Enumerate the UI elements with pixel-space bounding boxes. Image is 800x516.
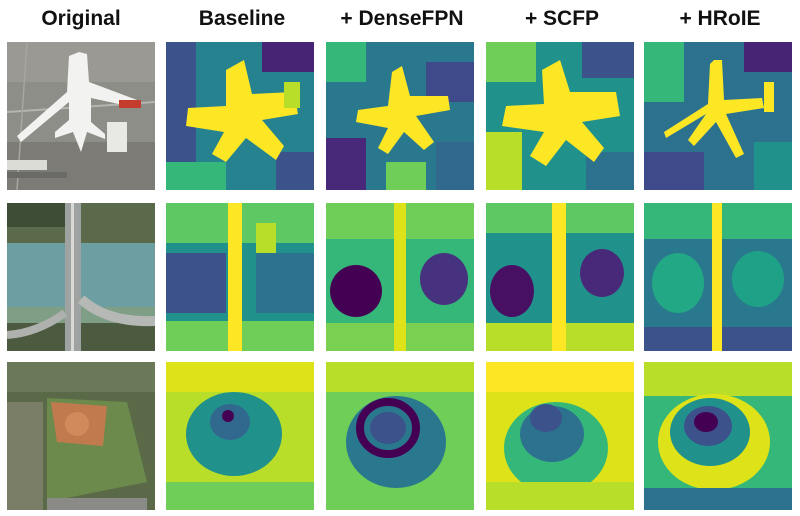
heatmap-densefpn-airplane	[326, 42, 474, 190]
heatmap-scfp-ground-track-field	[486, 362, 634, 510]
heatmap-hroie-airplane	[644, 42, 792, 190]
heatmap-scfp-bridge	[486, 203, 634, 351]
original-image-bridge	[7, 203, 155, 351]
heatmap-baseline-airplane	[166, 42, 314, 190]
original-image-airplane	[7, 42, 155, 190]
column-header-original: Original	[41, 7, 121, 30]
heatmap-baseline-bridge	[166, 203, 314, 351]
column-header-densefpn: + DenseFPN	[340, 7, 464, 30]
heatmap-densefpn-bridge	[326, 203, 474, 351]
heatmap-hroie-ground-track-field	[644, 362, 792, 510]
column-header-hroie: + HRoIE	[679, 7, 761, 30]
column-header-scfp: + SCFP	[524, 7, 600, 30]
heatmap-hroie-bridge	[644, 203, 792, 351]
heatmap-scfp-airplane	[486, 42, 634, 190]
column-header-baseline: Baseline	[198, 7, 286, 30]
heatmap-baseline-ground-track-field	[166, 362, 314, 510]
heatmap-densefpn-ground-track-field	[326, 362, 474, 510]
original-image-ground-track-field	[7, 362, 155, 510]
